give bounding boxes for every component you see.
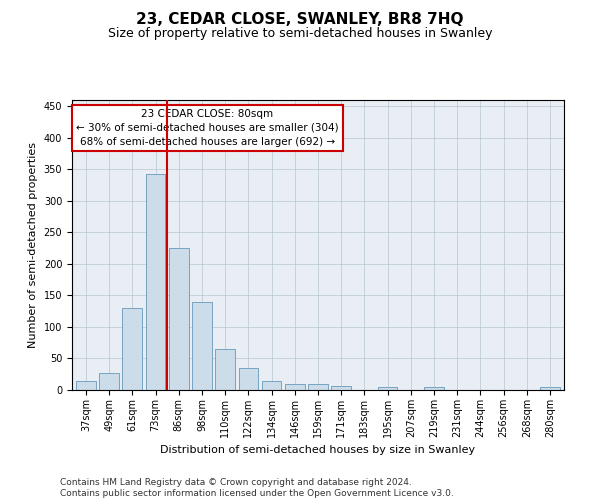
Text: 23, CEDAR CLOSE, SWANLEY, BR8 7HQ: 23, CEDAR CLOSE, SWANLEY, BR8 7HQ [136,12,464,28]
Bar [192,302,212,390]
Bar [239,368,258,390]
Bar [378,388,397,390]
Y-axis label: Number of semi-detached properties: Number of semi-detached properties [28,142,38,348]
X-axis label: Distribution of semi-detached houses by size in Swanley: Distribution of semi-detached houses by … [160,446,476,456]
Bar [146,174,166,390]
Bar [331,386,351,390]
Bar [122,308,142,390]
Bar [76,380,96,390]
Bar [169,248,188,390]
Bar [215,349,235,390]
Bar [262,380,281,390]
Bar [540,388,560,390]
Text: Contains HM Land Registry data © Crown copyright and database right 2024.
Contai: Contains HM Land Registry data © Crown c… [60,478,454,498]
Bar [99,373,119,390]
Text: Size of property relative to semi-detached houses in Swanley: Size of property relative to semi-detach… [108,28,492,40]
Bar [424,388,444,390]
Bar [308,384,328,390]
Bar [285,384,305,390]
Text: 23 CEDAR CLOSE: 80sqm
← 30% of semi-detached houses are smaller (304)
68% of sem: 23 CEDAR CLOSE: 80sqm ← 30% of semi-deta… [76,108,338,146]
